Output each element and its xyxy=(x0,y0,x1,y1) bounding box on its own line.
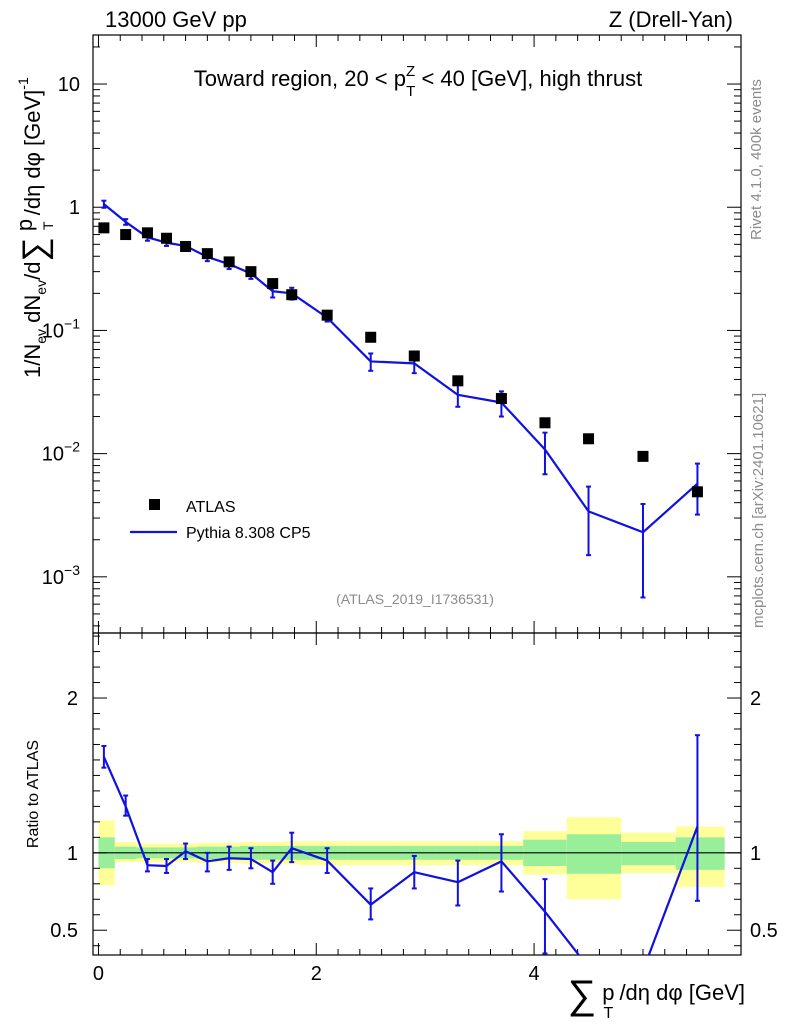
atlas-data-point xyxy=(691,486,703,498)
y-tick-label: 1 xyxy=(69,197,80,219)
atlas-data-point xyxy=(223,256,235,268)
legend-atlas-marker xyxy=(149,499,160,510)
main-axes-ticks: 10 1 10−1 10−2 10−3 xyxy=(42,35,741,955)
ratio-band-inner xyxy=(621,841,676,866)
atlas-data-point xyxy=(180,240,192,252)
rivet-version-label: Rivet 4.1.0, 400k events xyxy=(748,79,765,240)
y-tick-label: 10−1 xyxy=(42,315,80,342)
atlas-data-point xyxy=(286,289,298,301)
plot-title: Toward region, 20 < pZ T < 40 [GeV], high… xyxy=(194,63,642,100)
ratio-axes-ticks: 0 2 4 0.5 0.5 1 1 2 2 xyxy=(50,35,778,985)
energy-label: 13000 GeV pp xyxy=(105,7,247,32)
ratio-plot-frame xyxy=(92,632,742,956)
ratio-y-tick-label-left: 2 xyxy=(67,688,78,710)
ratio-y-tick-label-right: 2 xyxy=(750,688,761,710)
ratio-y-tick-label-left: 1 xyxy=(67,843,78,865)
atlas-data-point xyxy=(267,278,279,290)
atlas-data-point xyxy=(452,375,464,387)
ratio-y-tick-label-right: 0.5 xyxy=(750,920,778,942)
main-data-layer xyxy=(98,199,703,599)
atlas-data-point xyxy=(637,450,649,462)
atlas-data-point xyxy=(495,393,507,405)
ratio-y-axis-label: Ratio to ATLAS xyxy=(25,740,42,848)
legend-pythia-label: Pythia 8.308 CP5 xyxy=(186,525,311,542)
atlas-data-point xyxy=(365,331,377,343)
x-tick-label: 0 xyxy=(93,963,104,985)
ratio-y-tick-label-right: 1 xyxy=(750,843,761,865)
y-tick-label: 10−2 xyxy=(42,439,80,466)
atlas-data-point xyxy=(539,417,551,429)
process-label: Z (Drell-Yan) xyxy=(609,7,733,32)
x-tick-label: 2 xyxy=(311,963,322,985)
analysis-id: (ATLAS_2019_I1736531) xyxy=(336,591,494,607)
atlas-data-point xyxy=(408,350,420,362)
ratio-data-layer xyxy=(101,734,700,955)
legend-atlas-label: ATLAS xyxy=(186,499,236,516)
atlas-data-point xyxy=(161,232,173,244)
atlas-data-point xyxy=(583,433,595,445)
ratio-band-inner xyxy=(566,834,622,874)
x-tick-label: 4 xyxy=(529,963,540,985)
atlas-data-point xyxy=(245,266,257,278)
atlas-data-point xyxy=(321,309,333,321)
y-tick-label: 10−3 xyxy=(42,562,80,589)
mcplots-label: mcplots.cern.ch [arXiv:2401.10621] xyxy=(750,393,767,628)
atlas-data-point xyxy=(201,248,213,260)
ratio-uncertainty-bands xyxy=(93,817,741,900)
y-tick-label: 10 xyxy=(58,74,80,96)
atlas-data-point xyxy=(120,229,132,241)
svg-text:1/Nev dNev/d∑ pT /dη dφ [GeV]: 1/Nev dNev/d∑ pT /dη dφ [GeV]-1 xyxy=(12,77,56,378)
pythia-line xyxy=(103,203,699,534)
atlas-data-point xyxy=(141,227,153,239)
atlas-data-point xyxy=(98,222,110,234)
ratio-y-tick-label-left: 0.5 xyxy=(50,920,78,942)
